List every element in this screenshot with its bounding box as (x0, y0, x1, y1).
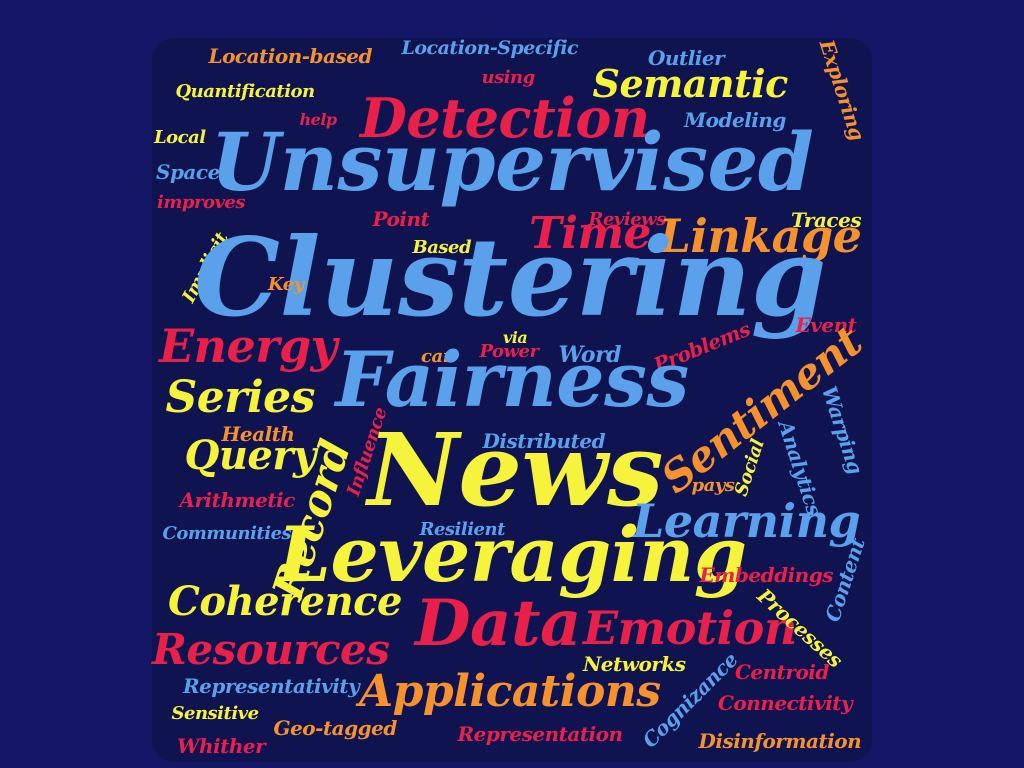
word-location-specific: Location-Specific (401, 36, 579, 59)
word-resources: Resources (152, 625, 390, 674)
word-local: Local (154, 127, 206, 148)
word-news: News (367, 411, 664, 529)
word-key: Key (268, 274, 304, 295)
word-cloud: Location-based Location-Specific Outlier Mo… (152, 36, 872, 762)
word-applications: Applications (359, 666, 661, 717)
word-data: Data (415, 586, 582, 661)
word-centroid: Centroid (735, 660, 829, 684)
word-word: Word (558, 342, 622, 368)
word-traces: Traces (791, 208, 862, 232)
word-help: help (299, 110, 338, 129)
word-exploring: Exploring (814, 36, 870, 144)
word-representativity: Representativity (183, 674, 360, 698)
word-arithmetic: Arithmetic (179, 488, 296, 512)
word-using: using (481, 67, 536, 88)
word-geo-tagged: Geo-tagged (273, 716, 398, 740)
word-energy: Energy (159, 319, 337, 373)
word-connectivity: Connectivity (718, 691, 853, 715)
word-can: can (421, 346, 456, 367)
word-whither: Whither (177, 734, 266, 758)
word-warping: Warping (816, 383, 868, 477)
word-representation: Representation (457, 722, 624, 746)
word-modeling: Modeling (684, 108, 786, 132)
word-health: Health (221, 422, 295, 446)
word-linkage: Linkage (658, 209, 862, 263)
word-disinformation: Disinformation (698, 729, 862, 753)
word-location-based: Location-based (208, 44, 373, 68)
word-space: Space (156, 160, 220, 184)
word-improves: improves (157, 192, 246, 213)
word-networks: Networks (583, 652, 686, 676)
word-via: via (503, 328, 528, 347)
word-pays: pays (691, 475, 735, 496)
word-coherence: Coherence (168, 578, 402, 625)
word-fairness: Fairness (335, 335, 690, 424)
word-query: Query (184, 432, 317, 479)
word-power: Power (479, 341, 540, 362)
word-learning: Learning (632, 494, 861, 548)
word-semantic: Semantic (592, 61, 789, 106)
word-leveraging: Leveraging (277, 510, 748, 599)
word-emotion: Emotion (583, 601, 797, 655)
word-point: Point (372, 207, 430, 231)
word-unsupervised: Unsupervised (210, 115, 814, 209)
word-distributed: Distributed (482, 429, 606, 453)
word-quantification: Quantification (175, 81, 316, 102)
word-communities: Communities (162, 523, 292, 544)
word-based: Based (412, 237, 472, 258)
word-sensitive: Sensitive (171, 703, 260, 724)
word-event: Event (795, 313, 857, 337)
word-time: Time (529, 208, 652, 259)
word-series: Series (165, 372, 316, 423)
word-embeddings: Embeddings (699, 563, 834, 587)
word-outlier: Outlier (648, 46, 725, 70)
word-reviews: Reviews (588, 209, 667, 230)
word-clustering: Clustering (194, 215, 826, 341)
word-detection: Detection (360, 86, 650, 150)
word-resilient: Resilient (419, 519, 506, 540)
